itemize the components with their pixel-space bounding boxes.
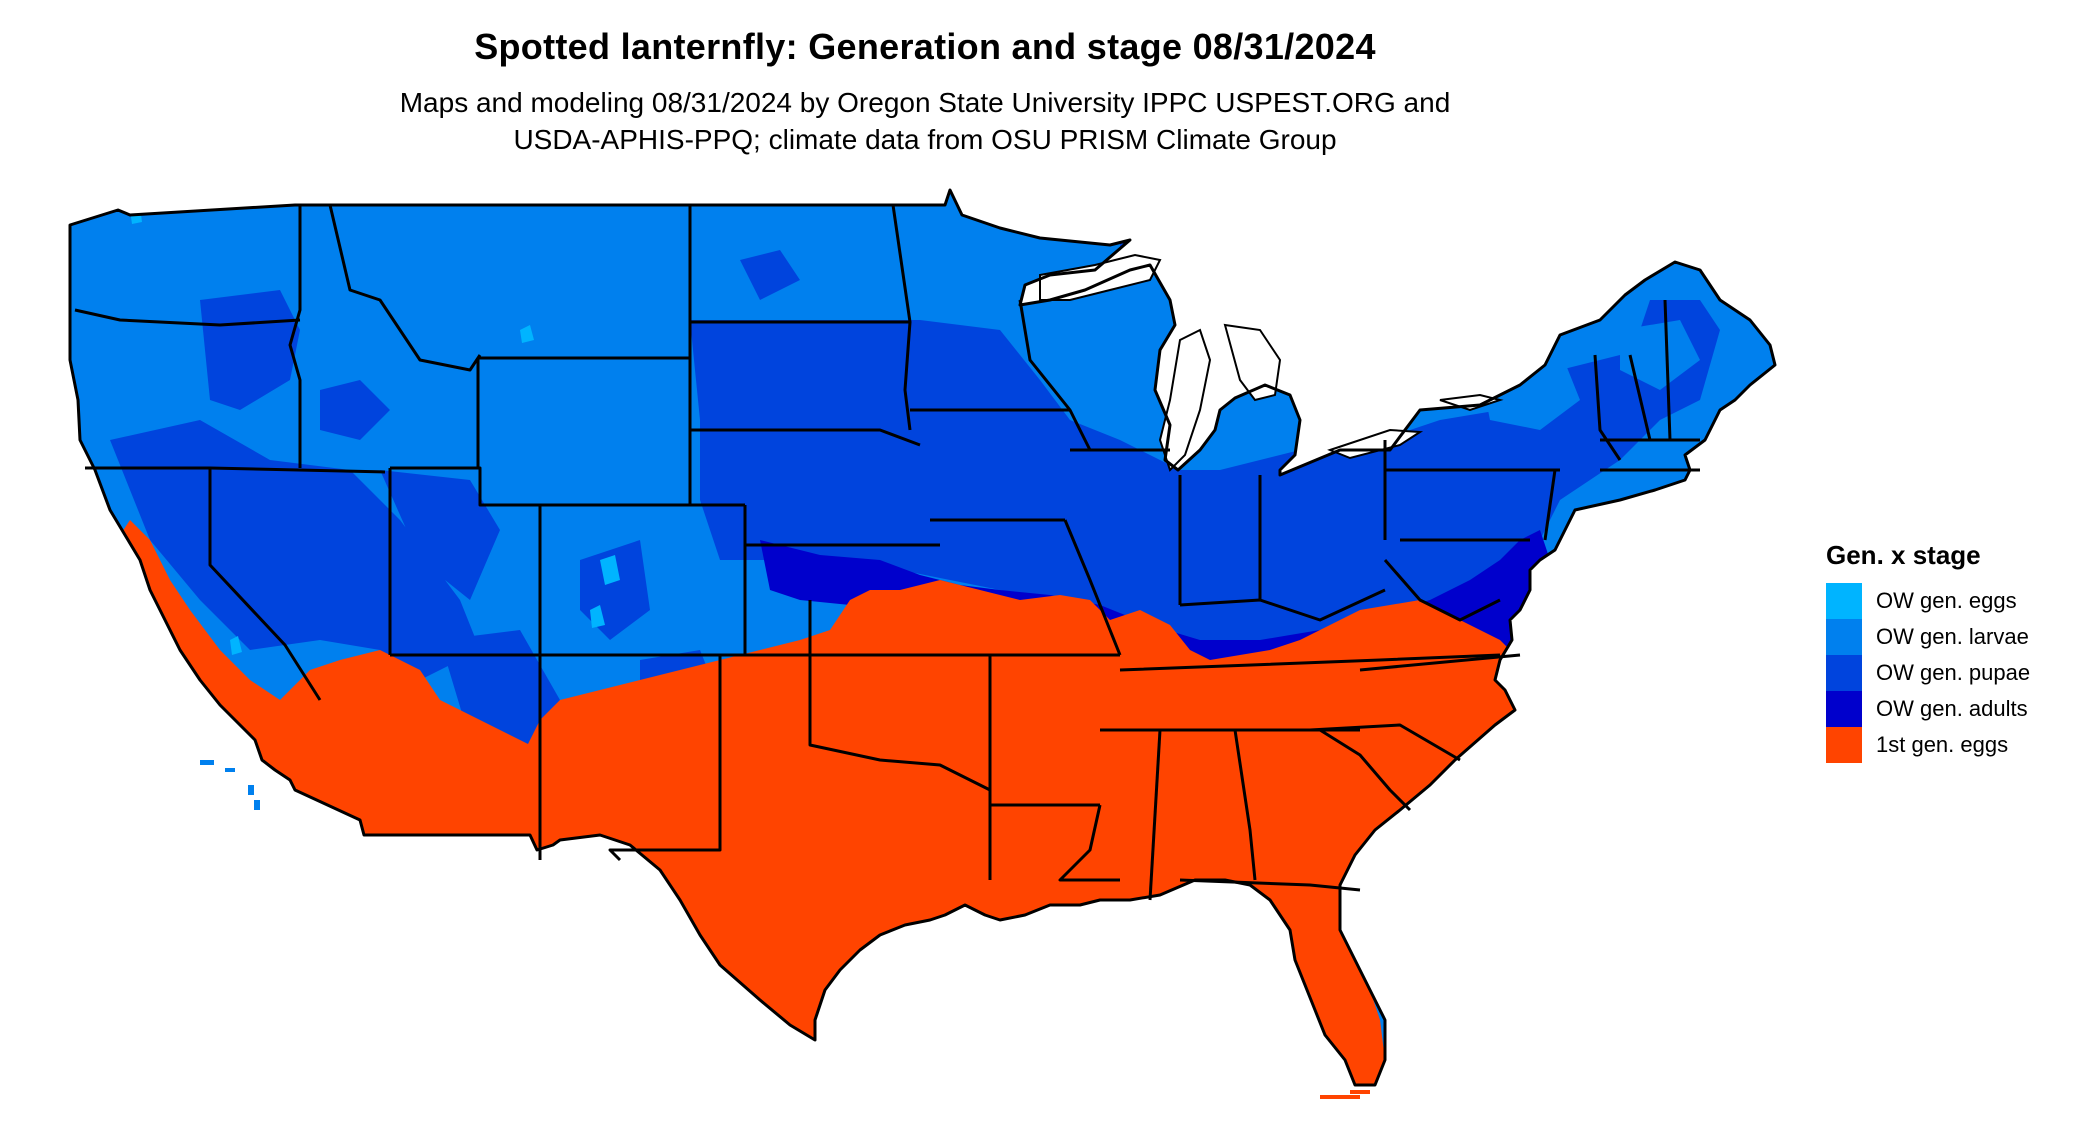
subtitle-line-1: Maps and modeling 08/31/2024 by Oregon S… [399, 87, 1451, 118]
border-vt-nh [1628, 354, 1652, 441]
island-4 [254, 800, 260, 810]
channel-islands [200, 760, 260, 810]
zone-first-gen-eggs-southwest [110, 520, 600, 860]
border-nd-mn [891, 204, 912, 431]
border-new-england-south [1600, 438, 1700, 472]
map-title: Spotted lanternfly: Generation and stage… [474, 26, 1376, 67]
legend-item-ow-pupae: OW gen. pupae [1826, 655, 2086, 691]
zone-larvae-upper-midwest [1020, 300, 1700, 440]
island-2 [225, 768, 235, 772]
border-pa-nj [1543, 469, 1557, 541]
border-nm-tx [608, 655, 722, 862]
legend-label: 1st gen. eggs [1876, 732, 2009, 757]
us-stage-map [68, 188, 1777, 1099]
border-ms-al [1148, 729, 1162, 901]
border-ky-north [1179, 588, 1386, 622]
legend-label: OW gen. pupae [1876, 660, 2031, 685]
border-id-mt [328, 204, 482, 372]
legend-item-first-gen-eggs: 1st gen. eggs [1826, 727, 2086, 763]
border-va-nc [1359, 653, 1521, 672]
key-2 [1350, 1090, 1370, 1094]
border-wy-south [476, 358, 745, 507]
legend-swatch [1826, 583, 1862, 619]
border-mo-il [1063, 519, 1122, 656]
border-wv-va [1383, 559, 1501, 622]
map-subtitle: Maps and modeling 08/31/2024 by Oregon S… [0, 84, 1850, 158]
legend-swatch [1826, 619, 1862, 655]
island-3 [248, 785, 254, 795]
subtitle-line-2: USDA-APHIS-PPQ; climate data from OSU PR… [513, 124, 1337, 155]
zone-pupae-central [690, 300, 1720, 660]
island-1 [200, 760, 214, 765]
border-ok-tx [808, 655, 991, 792]
border-sd-ne [690, 428, 921, 447]
zone-first-gen-eggs-sw-patch [600, 690, 720, 790]
florida-keys [1320, 1090, 1370, 1099]
border-wa-or [74, 308, 301, 327]
legend-title: Gen. x stage [1826, 540, 1981, 570]
lake-michigan [1158, 328, 1212, 472]
legend-item-ow-adults: OW gen. adults [1826, 691, 2086, 727]
border-ca-nv [208, 468, 322, 701]
border-id-west [288, 205, 302, 468]
border-ga-sc [1319, 728, 1412, 812]
legend-item-ow-eggs: OW gen. eggs [1826, 583, 2086, 619]
lake-huron [1223, 323, 1282, 402]
legend-swatch [1826, 727, 1862, 763]
legend-label: OW gen. eggs [1876, 588, 2017, 613]
state-borders [68, 188, 1777, 1087]
border-al-ga [1233, 729, 1257, 881]
border-nh-me [1663, 299, 1672, 441]
legend-label: OW gen. larvae [1876, 624, 2029, 649]
legend: Gen. x stage OW gen. eggs OW gen. larvae… [1826, 540, 2086, 763]
key-1 [1320, 1095, 1360, 1099]
border-ga-fl [1179, 878, 1361, 892]
border-nc-sc [1309, 723, 1461, 762]
legend-item-ow-larvae: OW gen. larvae [1826, 619, 2086, 655]
legend-swatch [1826, 655, 1862, 691]
border-mn-wi [1018, 299, 1092, 451]
legend-label: OW gen. adults [1876, 696, 2028, 721]
border-ms-la [1058, 804, 1120, 882]
map-container [68, 188, 1777, 1099]
border-ky-tn [1119, 653, 1501, 672]
border-ny-vt [1593, 354, 1622, 461]
legend-swatch [1826, 691, 1862, 727]
